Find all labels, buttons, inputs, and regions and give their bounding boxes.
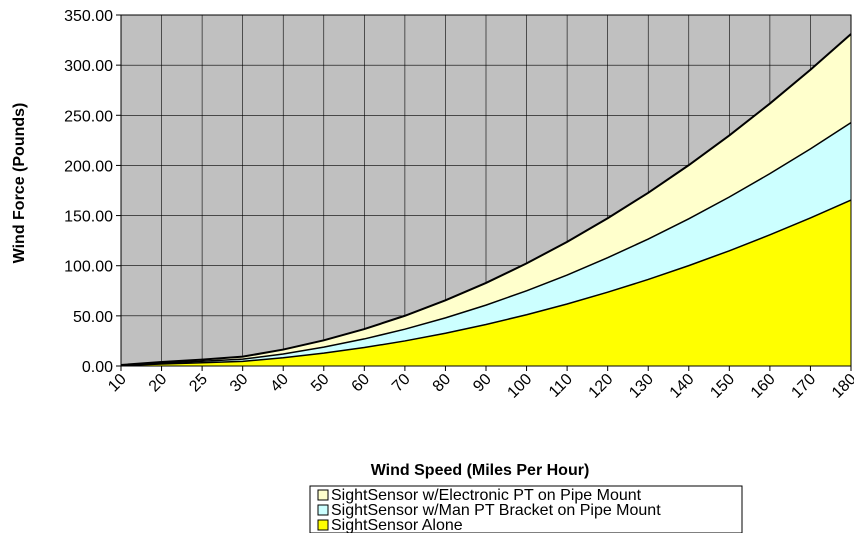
x-tick-label: 180 [829,371,854,402]
legend-entry: SightSensor Alone [331,517,463,533]
x-tick-label: 90 [470,371,495,396]
x-tick-label: 130 [626,371,657,402]
legend-swatch [317,519,329,531]
legend-entry: SightSensor w/Electronic PT on Pipe Moun… [331,487,642,504]
series-line [120,199,852,367]
x-tick-label: 80 [430,371,455,396]
x-tick-label: 120 [586,371,617,402]
x-tick-label: 20 [146,371,171,396]
x-axis-title: Wind Speed (Miles Per Hour) [371,462,590,479]
y-axis-ticks: 0.00 50.00 100.00 150.00 200.00 250.00 300.00 3… [64,8,121,376]
series-line [120,121,852,367]
y-tick-label: 300.00 [64,58,113,75]
series-line [120,33,852,366]
legend-entry: SightSensor w/Man PT Bracket on Pipe Mou… [331,502,661,519]
x-tick-label: 30 [227,371,252,396]
x-tick-label: 50 [308,371,333,396]
y-tick-label: 150.00 [64,209,113,226]
x-tick-label: 150 [707,371,738,402]
legend-box [309,485,743,533]
y-tick-label: 50.00 [73,309,113,326]
x-tick-label: 60 [349,371,374,396]
x-tick-label: 100 [504,371,535,402]
area-sightsensor-w-man-pt-bracket-on-pipe-mount [121,122,851,366]
y-tick-label: 200.00 [64,158,113,175]
series-lines [120,33,852,367]
y-tick-label: 100.00 [64,259,113,276]
x-tick-label: 70 [389,371,414,396]
area-series [121,33,851,366]
area-sightsensor-alone [121,200,851,366]
legend-swatch [317,489,329,501]
x-tick-label: 160 [748,371,779,402]
legend: SightSensor w/Electronic PT on Pipe Moun… [309,485,743,533]
y-axis-title: Wind Force (Pounds) [11,103,28,264]
legend-swatch [317,504,329,516]
y-tick-label: 250.00 [64,108,113,125]
y-tick-label: 0.00 [82,359,113,376]
x-tick-label: 140 [667,371,698,402]
x-tick-label: 170 [788,371,819,402]
y-tick-label: 350.00 [64,8,113,25]
x-tick-label: 40 [267,371,292,396]
area-sightsensor-w-electronic-pt-on-pipe-mount [121,33,851,366]
x-tick-label: 25 [186,371,211,396]
x-tick-label: 110 [546,371,576,401]
x-axis-ticks: 10 20 25 30 40 50 60 70 80 90 100 110 120 130 140 150 16… [105,366,854,402]
